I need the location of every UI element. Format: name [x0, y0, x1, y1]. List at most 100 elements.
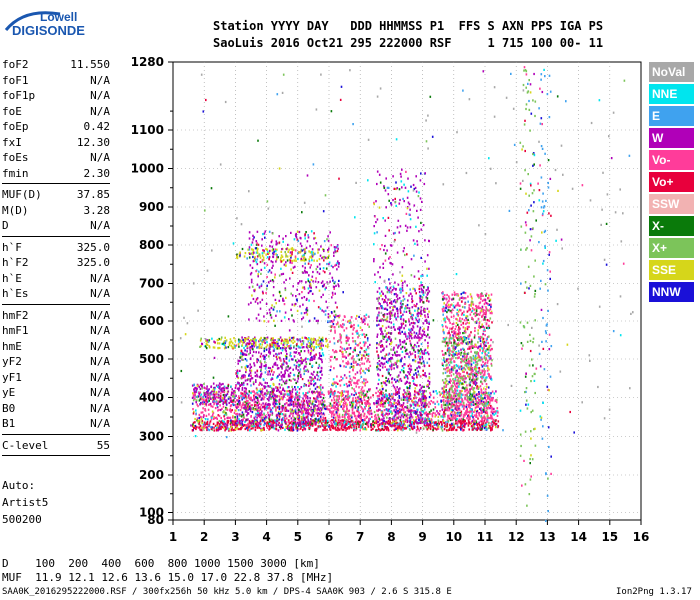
echo-point — [235, 372, 237, 375]
echo-point — [318, 425, 321, 428]
echo-point — [258, 253, 261, 256]
echo-point — [260, 363, 263, 366]
echo-point — [286, 409, 288, 412]
param-label: fmin — [2, 166, 29, 180]
echo-point — [386, 380, 389, 383]
echo-point — [417, 334, 419, 337]
echo-point — [384, 395, 387, 398]
echo-point — [269, 344, 272, 347]
echo-point — [230, 385, 232, 388]
echo-point — [267, 252, 269, 255]
echo-point — [256, 373, 258, 376]
echo-point — [202, 415, 205, 419]
echo-point — [378, 397, 381, 401]
echo-point — [287, 375, 290, 378]
echo-point — [320, 417, 322, 420]
echo-point — [324, 416, 327, 420]
echo-point — [419, 358, 421, 361]
echo-point — [308, 384, 311, 387]
echo-point — [339, 391, 341, 394]
echo-point — [247, 396, 250, 399]
echo-point — [356, 329, 358, 332]
echo-point — [280, 392, 283, 395]
echo-point — [205, 426, 207, 429]
echo-point — [275, 345, 277, 349]
echo-point — [327, 256, 329, 259]
param-row: fxI 12.30 — [2, 135, 110, 151]
echo-point — [377, 373, 379, 376]
echo-point — [288, 393, 291, 396]
echo-point — [230, 393, 233, 396]
y-tick-label: 500 — [139, 352, 164, 366]
echo-point — [296, 413, 299, 416]
echo-point — [393, 415, 396, 418]
echo-point — [324, 422, 326, 425]
echo-point — [292, 425, 294, 428]
echo-point — [399, 404, 402, 408]
echo-point — [321, 361, 323, 364]
echo-point — [352, 359, 355, 362]
echo-point — [244, 420, 246, 423]
echo-point — [276, 399, 278, 403]
echo-point — [261, 383, 263, 386]
echo-point — [359, 424, 362, 427]
echo-point — [261, 339, 264, 342]
echo-point — [421, 350, 423, 353]
echo-point — [280, 410, 282, 414]
echo-point — [205, 399, 208, 402]
echo-point — [207, 340, 210, 343]
echo-point — [286, 255, 289, 258]
echo-point — [382, 319, 385, 322]
echo-point — [402, 427, 404, 430]
echo-point — [396, 299, 399, 302]
echo-point — [254, 336, 256, 339]
echo-point — [264, 358, 266, 361]
echo-point — [198, 421, 201, 424]
echo-point — [318, 378, 321, 382]
echo-point — [424, 319, 426, 322]
echo-point — [474, 406, 477, 409]
echo-point — [276, 403, 278, 406]
echo-point — [440, 399, 442, 402]
echo-point — [200, 429, 202, 432]
echo-point — [262, 258, 265, 261]
echo-point — [339, 337, 342, 340]
echo-point — [291, 412, 293, 415]
echo-point — [254, 392, 256, 395]
echo-point — [282, 380, 285, 383]
echo-point — [398, 408, 401, 411]
echo-point — [335, 428, 337, 431]
echo-point — [334, 426, 337, 429]
echo-point — [386, 416, 388, 419]
echo-point — [411, 376, 414, 379]
echo-point — [449, 399, 452, 402]
echo-point — [285, 425, 287, 428]
echo-point — [385, 326, 388, 329]
echo-point — [207, 408, 210, 411]
echo-point — [430, 409, 432, 412]
echo-point — [293, 355, 296, 358]
echo-point — [446, 419, 449, 422]
echo-point — [420, 414, 422, 417]
echo-point — [347, 360, 349, 363]
echo-point — [253, 394, 255, 397]
echo-point — [293, 345, 295, 348]
echo-point — [338, 413, 341, 416]
echo-point — [396, 423, 398, 426]
echo-point — [197, 395, 199, 398]
param-separator — [2, 455, 110, 456]
echo-point — [400, 428, 402, 431]
echo-point — [348, 415, 351, 418]
echo-point — [400, 360, 402, 363]
echo-point — [310, 341, 312, 344]
echo-point — [385, 360, 388, 363]
echo-point — [338, 316, 340, 319]
echo-point — [390, 356, 392, 360]
echo-point — [234, 416, 236, 419]
echo-point — [238, 399, 241, 402]
param-row: yF2 N/A — [2, 354, 110, 370]
echo-point — [245, 424, 247, 427]
echo-point — [243, 341, 245, 344]
echo-point — [282, 346, 284, 349]
echo-point — [354, 382, 356, 385]
